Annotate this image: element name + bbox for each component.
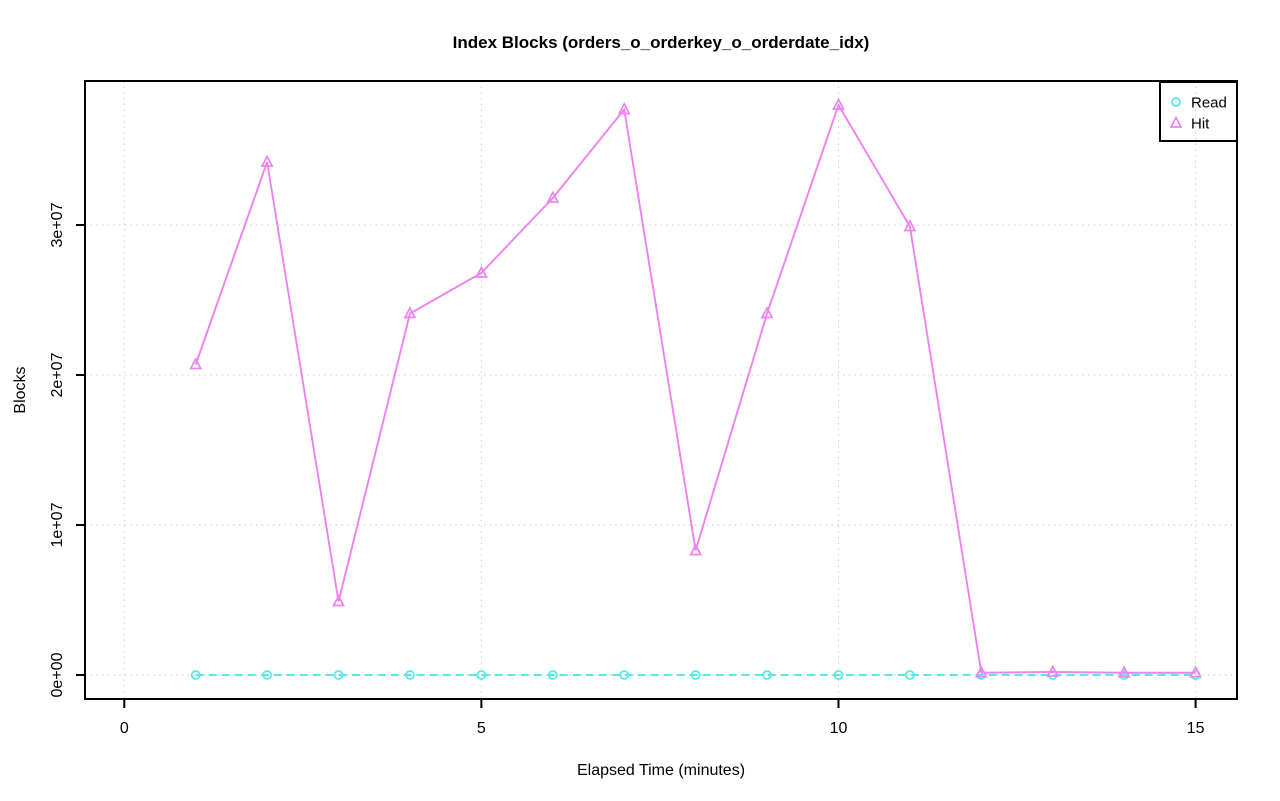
legend-label-read: Read <box>1191 95 1227 112</box>
marker-read <box>833 670 844 680</box>
marker-hit <box>1117 665 1131 678</box>
marker-read <box>690 670 701 680</box>
axes: 0 5 10 15 0e+00 1e+07 2e+07 3e+07 <box>49 202 1205 737</box>
x-tick-label: 15 <box>1187 720 1205 737</box>
y-axis-label: Blocks <box>12 366 29 413</box>
legend: Read Hit <box>1159 81 1238 142</box>
y-tick-label: 0e+00 <box>49 652 66 697</box>
x-tick-label: 5 <box>477 720 486 737</box>
y-tick-label: 3e+07 <box>49 202 66 247</box>
legend-label-hit: Hit <box>1191 116 1210 133</box>
series-read <box>190 670 1201 680</box>
series-hit <box>189 97 1202 678</box>
chart-title: Index Blocks (orders_o_orderkey_o_orderd… <box>453 33 870 52</box>
marker-hit <box>332 594 345 607</box>
legend-marker-read <box>1171 97 1181 107</box>
marker-hit <box>260 154 274 167</box>
marker-read <box>405 670 415 680</box>
gridlines <box>85 81 1237 699</box>
x-tick-label: 0 <box>120 720 129 737</box>
marker-hit <box>546 190 560 203</box>
marker-hit <box>189 357 203 370</box>
marker-hit <box>689 543 703 556</box>
y-tick-label: 1e+07 <box>49 502 66 547</box>
marker-read <box>547 670 558 680</box>
marker-hit <box>617 102 631 115</box>
marker-hit <box>474 265 488 278</box>
y-tick-label: 2e+07 <box>49 352 66 397</box>
marker-hit <box>1189 665 1202 678</box>
marker-hit <box>903 219 917 232</box>
marker-read <box>476 670 487 680</box>
marker-read <box>333 670 344 680</box>
plot-border <box>84 80 1238 700</box>
series-line-hit <box>194 102 1196 674</box>
marker-read <box>619 670 630 680</box>
x-tick-label: 10 <box>830 720 848 737</box>
marker-read <box>190 670 201 680</box>
legend-marker-hit <box>1169 115 1183 128</box>
marker-hit <box>760 306 774 319</box>
marker-hit <box>403 306 417 319</box>
marker-hit <box>974 665 988 678</box>
marker-read <box>904 670 915 680</box>
legend-box <box>1159 81 1238 142</box>
marker-hit <box>832 97 845 110</box>
marker-read <box>262 670 273 680</box>
marker-read <box>762 670 772 680</box>
x-axis-label: Elapsed Time (minutes) <box>577 762 745 779</box>
marker-hit <box>1046 664 1060 677</box>
